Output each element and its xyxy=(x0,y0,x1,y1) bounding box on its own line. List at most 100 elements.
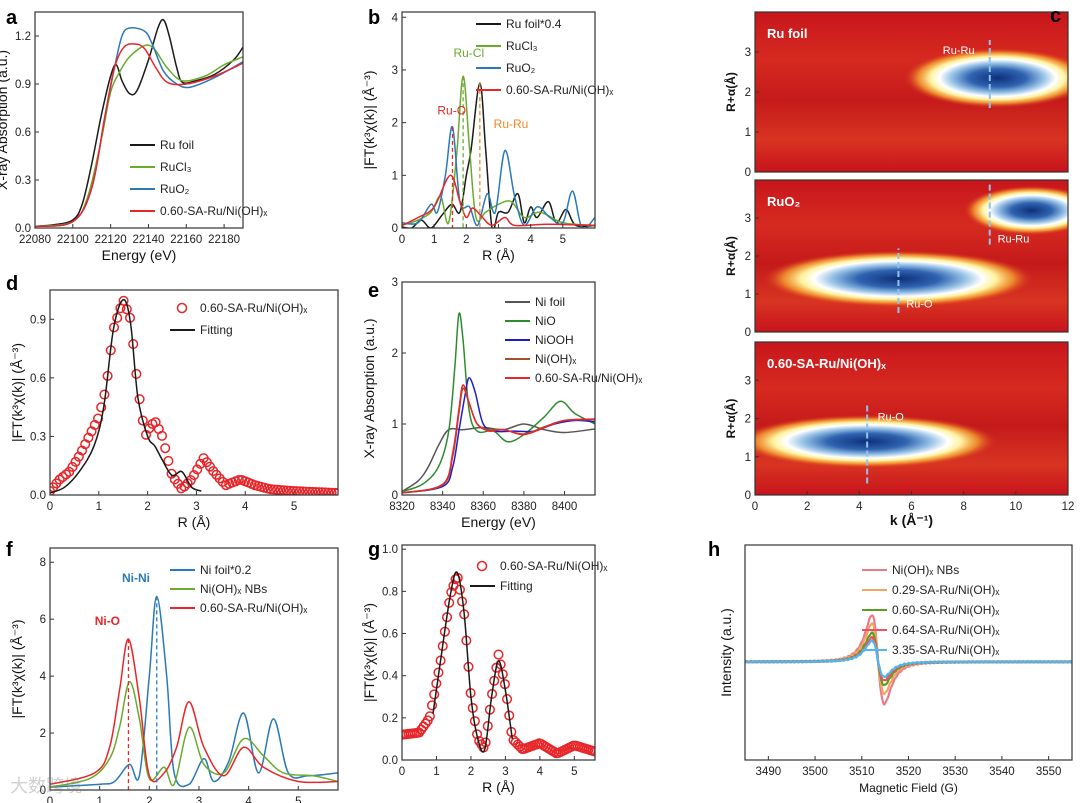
series-line xyxy=(35,43,243,228)
panel-label: c xyxy=(1050,5,1061,27)
x-tick-label: 8340 xyxy=(430,501,456,513)
y-axis-label: |FT(k³χ(k)| (Å⁻³) xyxy=(361,603,377,702)
x-tick-label: 0 xyxy=(47,796,53,803)
data-point xyxy=(134,394,145,405)
annotation-label: Ru-O xyxy=(906,298,933,310)
data-point xyxy=(268,484,280,495)
data-point xyxy=(454,584,465,595)
plot-frame xyxy=(401,281,596,496)
y-tick-label: 1 xyxy=(745,127,751,139)
x-axis-label: R (Å) xyxy=(178,514,211,530)
legend-label: 0.60-SA-Ru/Ni(OH)ₓ xyxy=(892,603,999,617)
x-tick-label: 8400 xyxy=(552,501,578,513)
data-point xyxy=(217,476,228,488)
y-tick-label: 2 xyxy=(40,728,46,740)
x-tick-label: 3550 xyxy=(1036,766,1062,778)
series-line xyxy=(35,44,243,228)
data-point xyxy=(310,487,321,495)
plot-frame xyxy=(49,289,339,496)
x-tick-label: 10 xyxy=(1009,501,1022,513)
data-point xyxy=(179,481,190,492)
panel-c0: Ru foil Ru-Ru 0 1 2 3 R+α(Å) c xyxy=(723,5,1069,179)
y-tick-label: 2 xyxy=(745,414,751,426)
heatmap-title: RuO₂ xyxy=(767,194,800,209)
legend-marker xyxy=(176,302,188,314)
y-tick-label: 1.2 xyxy=(15,31,31,43)
x-tick-label: 2 xyxy=(468,766,474,778)
data-point xyxy=(192,464,203,475)
data-point xyxy=(118,295,129,306)
x-tick-label: 22100 xyxy=(57,234,89,246)
series-line xyxy=(35,18,243,228)
legend-label: 0.60-SA-Ru/Ni(OH)ₓ xyxy=(535,371,642,385)
y-axis-label: |FT(k³χ(k)| (Å⁻³) xyxy=(9,620,25,719)
y-tick-label: 0.9 xyxy=(30,314,46,326)
series-line xyxy=(745,639,1072,679)
y-tick-label: 0 xyxy=(745,490,751,502)
panel-label: h xyxy=(708,539,720,561)
y-tick-label: 0.0 xyxy=(382,755,398,767)
x-tick-label: 8380 xyxy=(511,501,537,513)
x-tick-label: 0 xyxy=(47,501,53,513)
data-point xyxy=(96,402,107,413)
y-tick-label: 0.0 xyxy=(15,223,31,235)
heatmap-title: Ru foil xyxy=(767,26,807,41)
plot-area xyxy=(402,571,595,759)
data-point xyxy=(304,486,315,495)
data-point xyxy=(131,368,142,380)
series-line xyxy=(402,126,595,228)
data-point xyxy=(265,484,276,495)
y-tick-label: 6 xyxy=(40,614,46,626)
data-point xyxy=(160,443,171,454)
data-point xyxy=(188,470,200,481)
x-tick-label: 2 xyxy=(146,796,152,803)
panel-d: 0.60-SA-Ru/Ni(OH)ₓ Fitting 0 1 2 3 4 5 0.0 0.3 0.6… xyxy=(6,273,339,530)
y-tick-label: 2 xyxy=(745,251,751,263)
y-tick-label: 0.6 xyxy=(382,629,398,641)
x-tick-label: 3 xyxy=(193,501,199,513)
legend-label: Fitting xyxy=(200,323,233,337)
y-axis-label: R+α(Å) xyxy=(723,236,738,276)
legend-label: 0.60-SA-Ru/Ni(OH)ₓ xyxy=(160,204,267,218)
y-tick-label: 8 xyxy=(40,557,46,569)
x-tick-label: 3520 xyxy=(896,766,922,778)
y-tick-label: 0.0 xyxy=(30,490,46,502)
panel-h: Ni(OH)ₓ NBs 0.29-SA-Ru/Ni(OH)ₓ 0.60-SA-Ru/… xyxy=(708,539,1073,795)
annotation-label: Ni-O xyxy=(95,614,120,628)
series-line xyxy=(35,27,243,228)
panel-label: b xyxy=(368,7,380,29)
x-tick-label: 3 xyxy=(196,796,202,803)
watermark: 大数跨境 xyxy=(10,776,82,797)
panel-label: g xyxy=(368,539,380,561)
y-axis-label: X-ray Absorption (a.u.) xyxy=(361,318,377,458)
data-point xyxy=(316,487,328,495)
data-point xyxy=(326,487,337,495)
x-tick-label: 22180 xyxy=(208,234,240,246)
x-tick-label: 2 xyxy=(463,234,469,246)
plot-frame xyxy=(401,544,596,761)
x-tick-label: 4 xyxy=(537,766,544,778)
series-line xyxy=(50,299,202,494)
data-point xyxy=(275,484,286,495)
legend-label: 0.60-SA-Ru/Ni(OH)ₓ xyxy=(200,301,307,315)
x-tick-label: 3510 xyxy=(849,766,875,778)
y-tick-label: 1 xyxy=(745,452,751,464)
legend-label: 0.60-SA-Ru/Ni(OH)ₓ xyxy=(506,83,613,97)
plot-frame xyxy=(49,547,339,791)
plot-area xyxy=(402,75,595,228)
y-tick-label: 0.6 xyxy=(30,373,46,385)
legend-label: Ni(OH)ₓ xyxy=(535,352,576,366)
x-tick-label: 3 xyxy=(502,766,508,778)
plot-frame xyxy=(34,11,244,229)
y-axis-label: R+α(Å) xyxy=(723,72,738,112)
legend-label: NiOOH xyxy=(535,333,574,347)
data-point xyxy=(67,461,78,473)
panel-b: Ru-O Ru-Cl Ru-Ru Ru foil*0.4 RuCl₃ RuO₂ 0.60-S… xyxy=(361,7,613,263)
x-tick-label: 6 xyxy=(908,501,914,513)
data-point xyxy=(288,485,299,495)
legend-label: 3.35-SA-Ru/Ni(OH)ₓ xyxy=(892,643,999,657)
annotation-label: Ru-O xyxy=(878,411,905,423)
y-tick-label: 2 xyxy=(392,348,398,360)
annotation-label: Ru-Ru xyxy=(998,234,1030,246)
